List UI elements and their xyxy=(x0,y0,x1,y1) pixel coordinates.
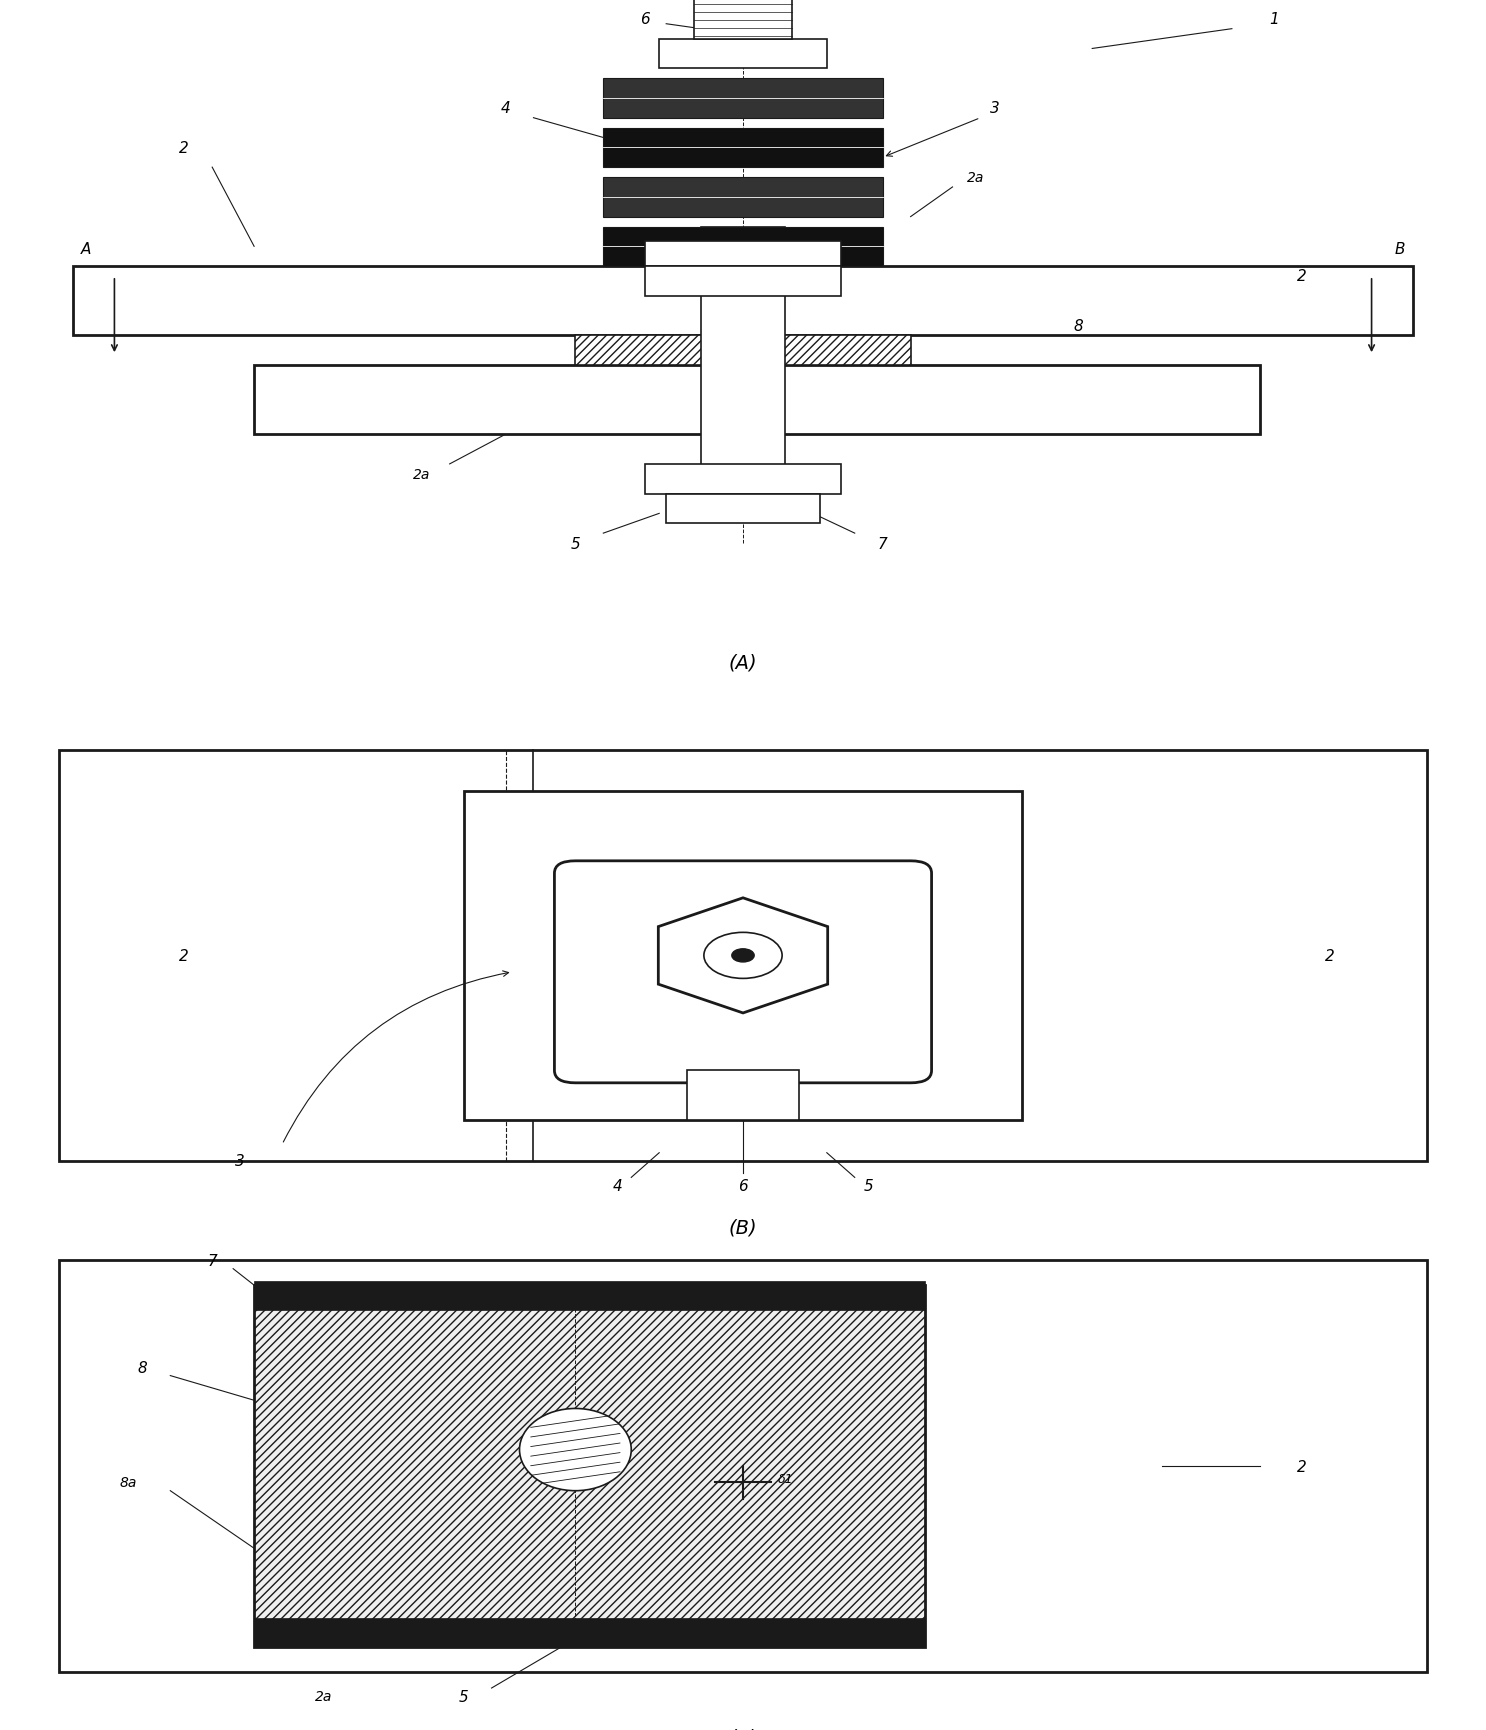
Text: 7: 7 xyxy=(208,1253,217,1268)
Bar xyxy=(254,365,1260,434)
Bar xyxy=(645,465,841,495)
Bar xyxy=(73,266,1413,336)
Bar xyxy=(464,792,1022,1121)
Text: 8a: 8a xyxy=(120,1476,137,1490)
Bar xyxy=(666,495,820,524)
Bar xyxy=(254,1285,924,1647)
Text: 3: 3 xyxy=(235,1154,245,1169)
Ellipse shape xyxy=(520,1408,632,1491)
Text: 2: 2 xyxy=(180,140,189,156)
Bar xyxy=(694,0,792,40)
Text: δ1: δ1 xyxy=(779,1472,794,1484)
Bar xyxy=(660,40,826,69)
Text: 2: 2 xyxy=(1297,1458,1306,1474)
Text: 2: 2 xyxy=(180,948,189,964)
Text: 8: 8 xyxy=(1073,318,1083,334)
Text: 6: 6 xyxy=(739,1178,747,1194)
Bar xyxy=(603,178,883,218)
Text: B: B xyxy=(1394,242,1404,258)
Text: A: A xyxy=(82,242,92,258)
Text: 6: 6 xyxy=(640,12,649,28)
Text: 5: 5 xyxy=(863,1178,874,1194)
Bar xyxy=(254,1282,924,1310)
Text: 1: 1 xyxy=(1269,12,1278,28)
Bar xyxy=(58,751,1428,1161)
Text: 2: 2 xyxy=(1326,948,1334,964)
Text: (A): (A) xyxy=(728,652,758,671)
Circle shape xyxy=(731,950,755,962)
Bar xyxy=(645,266,841,296)
Text: 2a: 2a xyxy=(966,171,984,185)
Text: (C): (C) xyxy=(728,1728,758,1730)
Bar xyxy=(603,227,883,266)
Bar xyxy=(58,1261,1428,1671)
Text: 2a: 2a xyxy=(315,1688,333,1704)
FancyBboxPatch shape xyxy=(554,862,932,1083)
Bar xyxy=(603,128,883,168)
Bar xyxy=(603,80,883,119)
Bar xyxy=(645,242,841,266)
Text: 4: 4 xyxy=(501,102,510,116)
Text: 2: 2 xyxy=(1297,270,1306,284)
Text: 3: 3 xyxy=(990,102,999,116)
Text: 8: 8 xyxy=(138,1360,147,1375)
Bar xyxy=(701,227,785,503)
Text: 2a: 2a xyxy=(413,467,431,481)
Polygon shape xyxy=(658,898,828,1014)
Text: 7: 7 xyxy=(878,536,887,552)
Text: (B): (B) xyxy=(728,1218,758,1237)
Text: 5: 5 xyxy=(571,536,580,552)
Bar xyxy=(254,1618,924,1647)
Text: 4: 4 xyxy=(612,1178,623,1194)
Text: 5: 5 xyxy=(459,1688,468,1704)
Bar xyxy=(687,1071,799,1121)
Bar xyxy=(575,336,911,365)
